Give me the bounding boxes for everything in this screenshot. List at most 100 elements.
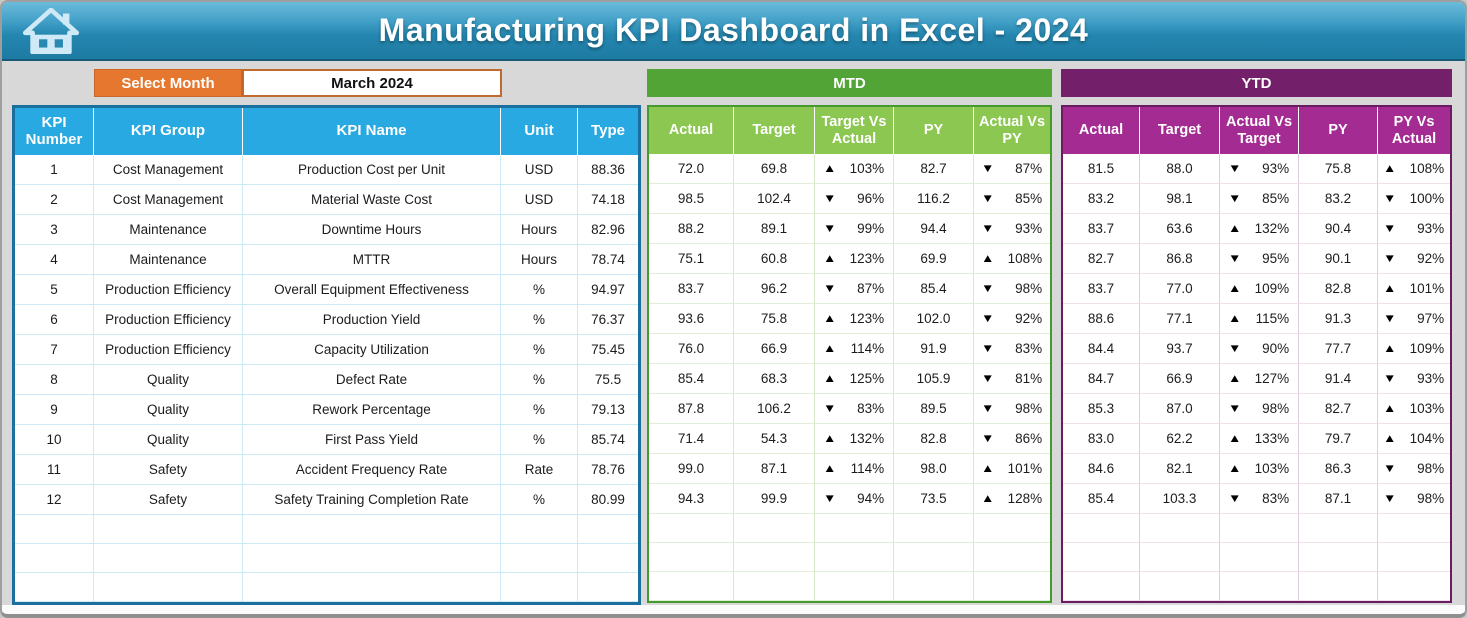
ytd-cell-py: 82.8 [1299, 274, 1378, 304]
mtd-cell-py: 91.9 [894, 334, 974, 364]
ytd-cell-py: 79.7 [1299, 424, 1378, 454]
ytd-percent-value: 109% [1254, 281, 1290, 296]
ytd-cell-target: 82.1 [1140, 454, 1220, 484]
kpi-cell-unit: Hours [501, 215, 578, 245]
up-triangle-icon: ▲ [980, 462, 995, 475]
mtd-table-row [649, 572, 1050, 601]
kpi-cell-unit: % [501, 335, 578, 365]
mtd-cell-target: 87.1 [734, 454, 815, 484]
mtd-cell-target: 69.8 [734, 154, 815, 184]
kpi-cell-name [243, 573, 501, 602]
mtd-percent-value: 87% [857, 281, 885, 296]
mtd-table-row: 94.3 99.9 ▼ 94% 73.5 ▲ 128% [649, 484, 1050, 514]
mtd-cell-target-vs-actual: ▲ 125% [815, 364, 894, 394]
ytd-cell-target: 66.9 [1140, 364, 1220, 394]
kpi-cell-number [15, 544, 94, 573]
kpi-cell-unit: % [501, 485, 578, 515]
ytd-cell-actual: 83.7 [1063, 214, 1140, 244]
ytd-cell-actual-vs-target: ▲ 115% [1220, 304, 1299, 334]
ytd-percent-value: 101% [1409, 281, 1445, 296]
mtd-cell-actual-vs-py: ▼ 92% [974, 304, 1050, 334]
mtd-cell-target: 96.2 [734, 274, 815, 304]
kpi-cell-name: Material Waste Cost [243, 185, 501, 215]
mtd-cell-py: 69.9 [894, 244, 974, 274]
up-triangle-icon: ▲ [1382, 342, 1397, 355]
kpi-cell-unit [501, 544, 578, 573]
up-triangle-icon: ▲ [822, 252, 837, 265]
mtd-cell-actual: 72.0 [649, 154, 734, 184]
up-triangle-icon: ▲ [1227, 462, 1242, 475]
mtd-cell-target-vs-actual: ▲ 103% [815, 154, 894, 184]
up-triangle-icon: ▲ [1227, 372, 1242, 385]
mtd-cell-actual: 75.1 [649, 244, 734, 274]
mtd-cell-actual: 99.0 [649, 454, 734, 484]
mtd-cell-target: 60.8 [734, 244, 815, 274]
mtd-percent-value: 83% [1015, 341, 1043, 356]
mtd-percent-value: 98% [1015, 281, 1043, 296]
month-dropdown[interactable]: March 2024 [242, 69, 502, 97]
ytd-table-row: 83.0 62.2 ▲ 133% 79.7 ▲ 104% [1063, 424, 1450, 454]
kpi-cell-unit: % [501, 275, 578, 305]
kpi-cell-unit: % [501, 365, 578, 395]
home-button[interactable] [20, 7, 82, 54]
ytd-table-row [1063, 543, 1450, 572]
kpi-cell-type [578, 544, 638, 573]
ytd-cell-actual-vs-target: ▼ 98% [1220, 394, 1299, 424]
mtd-cell-actual [649, 572, 734, 601]
mtd-cell-actual-vs-py: ▼ 87% [974, 154, 1050, 184]
mtd-cell-target: 66.9 [734, 334, 815, 364]
mtd-header-py: PY [894, 107, 974, 154]
mtd-cell-actual: 71.4 [649, 424, 734, 454]
ytd-percent-value: 127% [1254, 371, 1290, 386]
ytd-cell-actual-vs-target: ▲ 109% [1220, 274, 1299, 304]
kpi-table-row: 9 Quality Rework Percentage% 79.13 [15, 395, 638, 425]
ytd-table-row: 81.5 88.0 ▼ 93% 75.8 ▲ 108% [1063, 154, 1450, 184]
kpi-cell-name: Safety Training Completion Rate [243, 485, 501, 515]
ytd-cell-py: 86.3 [1299, 454, 1378, 484]
kpi-cell-number: 8 [15, 365, 94, 395]
ytd-table-row: 84.7 66.9 ▲ 127% 91.4 ▼ 93% [1063, 364, 1450, 394]
mtd-percent-value: 128% [1007, 491, 1043, 506]
ytd-cell-py: 83.2 [1299, 184, 1378, 214]
down-triangle-icon: ▼ [1227, 402, 1242, 415]
ytd-cell-py-vs-actual: ▲ 101% [1378, 274, 1450, 304]
kpi-table-row [15, 544, 638, 573]
mtd-cell-actual: 88.2 [649, 214, 734, 244]
mtd-percent-value: 101% [1007, 461, 1043, 476]
ytd-table-row: 83.2 98.1 ▼ 85% 83.2 ▼ 100% [1063, 184, 1450, 214]
ytd-table-header-row: Actual Target Actual Vs Target PY PY Vs … [1063, 107, 1450, 154]
mtd-header-target-vs-actual: Target Vs Actual [815, 107, 894, 154]
kpi-cell-number: 1 [15, 155, 94, 185]
mtd-cell-py: 102.0 [894, 304, 974, 334]
up-triangle-icon: ▲ [1227, 312, 1242, 325]
kpi-header-type: Type [578, 108, 638, 155]
kpi-cell-name: Downtime Hours [243, 215, 501, 245]
mtd-cell-target: 75.8 [734, 304, 815, 334]
kpi-cell-type: 94.97 [578, 275, 638, 305]
down-triangle-icon: ▼ [822, 192, 837, 205]
kpi-cell-name: Defect Rate [243, 365, 501, 395]
ytd-cell-target: 86.8 [1140, 244, 1220, 274]
mtd-cell-target-vs-actual: ▲ 123% [815, 304, 894, 334]
down-triangle-icon: ▼ [1382, 372, 1397, 385]
kpi-cell-name: First Pass Yield [243, 425, 501, 455]
kpi-header-unit: Unit [501, 108, 578, 155]
ytd-cell-py-vs-actual [1378, 572, 1450, 601]
mtd-cell-actual-vs-py: ▼ 98% [974, 274, 1050, 304]
down-triangle-icon: ▼ [1382, 492, 1397, 505]
mtd-cell-actual: 94.3 [649, 484, 734, 514]
kpi-cell-unit: % [501, 395, 578, 425]
ytd-percent-value: 93% [1417, 371, 1445, 386]
up-triangle-icon: ▲ [1227, 222, 1242, 235]
mtd-cell-actual-vs-py: ▲ 108% [974, 244, 1050, 274]
mtd-cell-py: 94.4 [894, 214, 974, 244]
ytd-percent-value: 115% [1255, 311, 1290, 326]
ytd-header-target: Target [1140, 107, 1220, 154]
kpi-cell-unit: % [501, 425, 578, 455]
mtd-percent-value: 96% [857, 191, 885, 206]
mtd-cell-actual-vs-py: ▲ 128% [974, 484, 1050, 514]
kpi-cell-unit: % [501, 305, 578, 335]
up-triangle-icon: ▲ [822, 162, 837, 175]
down-triangle-icon: ▼ [980, 192, 995, 205]
kpi-table-row: 6 Production Efficiency Production Yield% 7… [15, 305, 638, 335]
